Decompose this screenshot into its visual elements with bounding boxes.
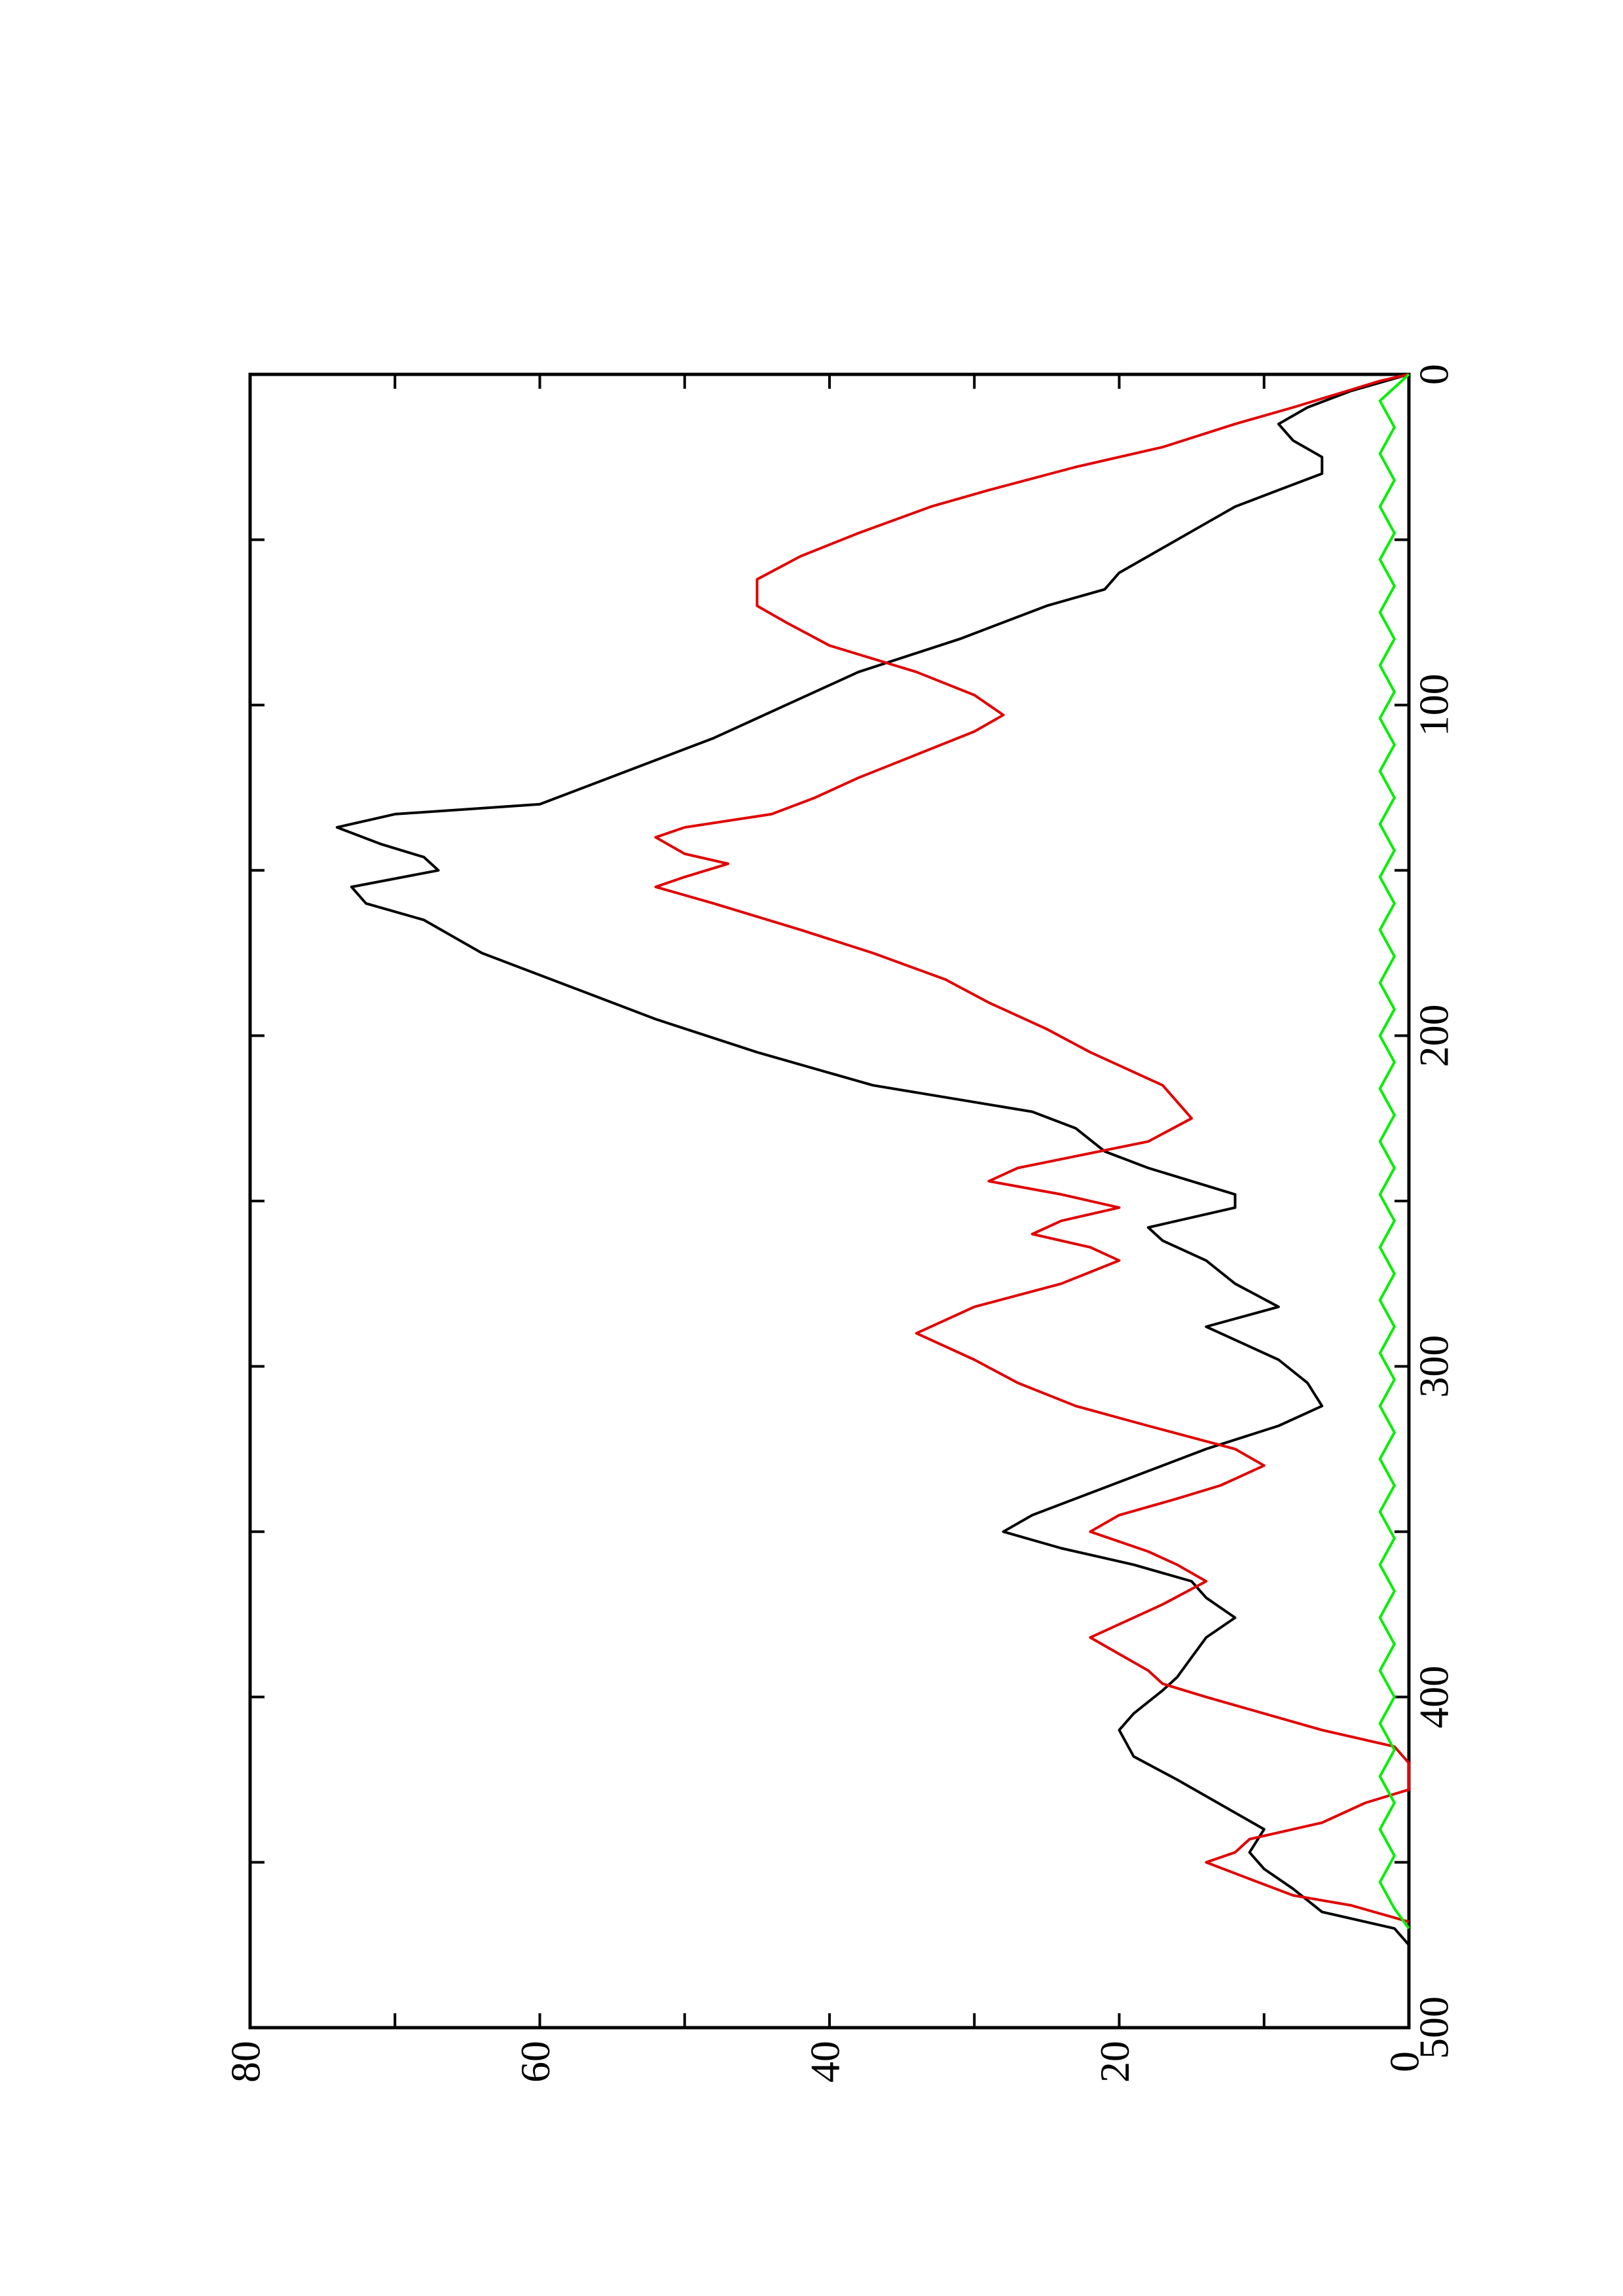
x-tick-label: 500 [1411, 1996, 1457, 2059]
x-tick-label: 100 [1411, 673, 1457, 736]
axis-ticks [249, 373, 1410, 2029]
series-line-0 [335, 373, 1410, 1946]
x-tick-label: 300 [1411, 1335, 1457, 1398]
x-tick-label: 0 [1411, 364, 1457, 385]
series-layer [335, 373, 1410, 1946]
series-line-1 [654, 373, 1410, 1924]
y-tick-label: 20 [1091, 2041, 1138, 2083]
x-tick-label: 400 [1411, 1666, 1457, 1729]
y-tick-label: 0 [1381, 2051, 1428, 2072]
x-tick-label: 200 [1411, 1004, 1457, 1067]
y-tick-label: 40 [802, 2041, 848, 2083]
y-tick-label: 60 [512, 2041, 558, 2083]
series-line-2 [1378, 373, 1410, 1929]
y-tick-label: 80 [223, 2041, 269, 2083]
